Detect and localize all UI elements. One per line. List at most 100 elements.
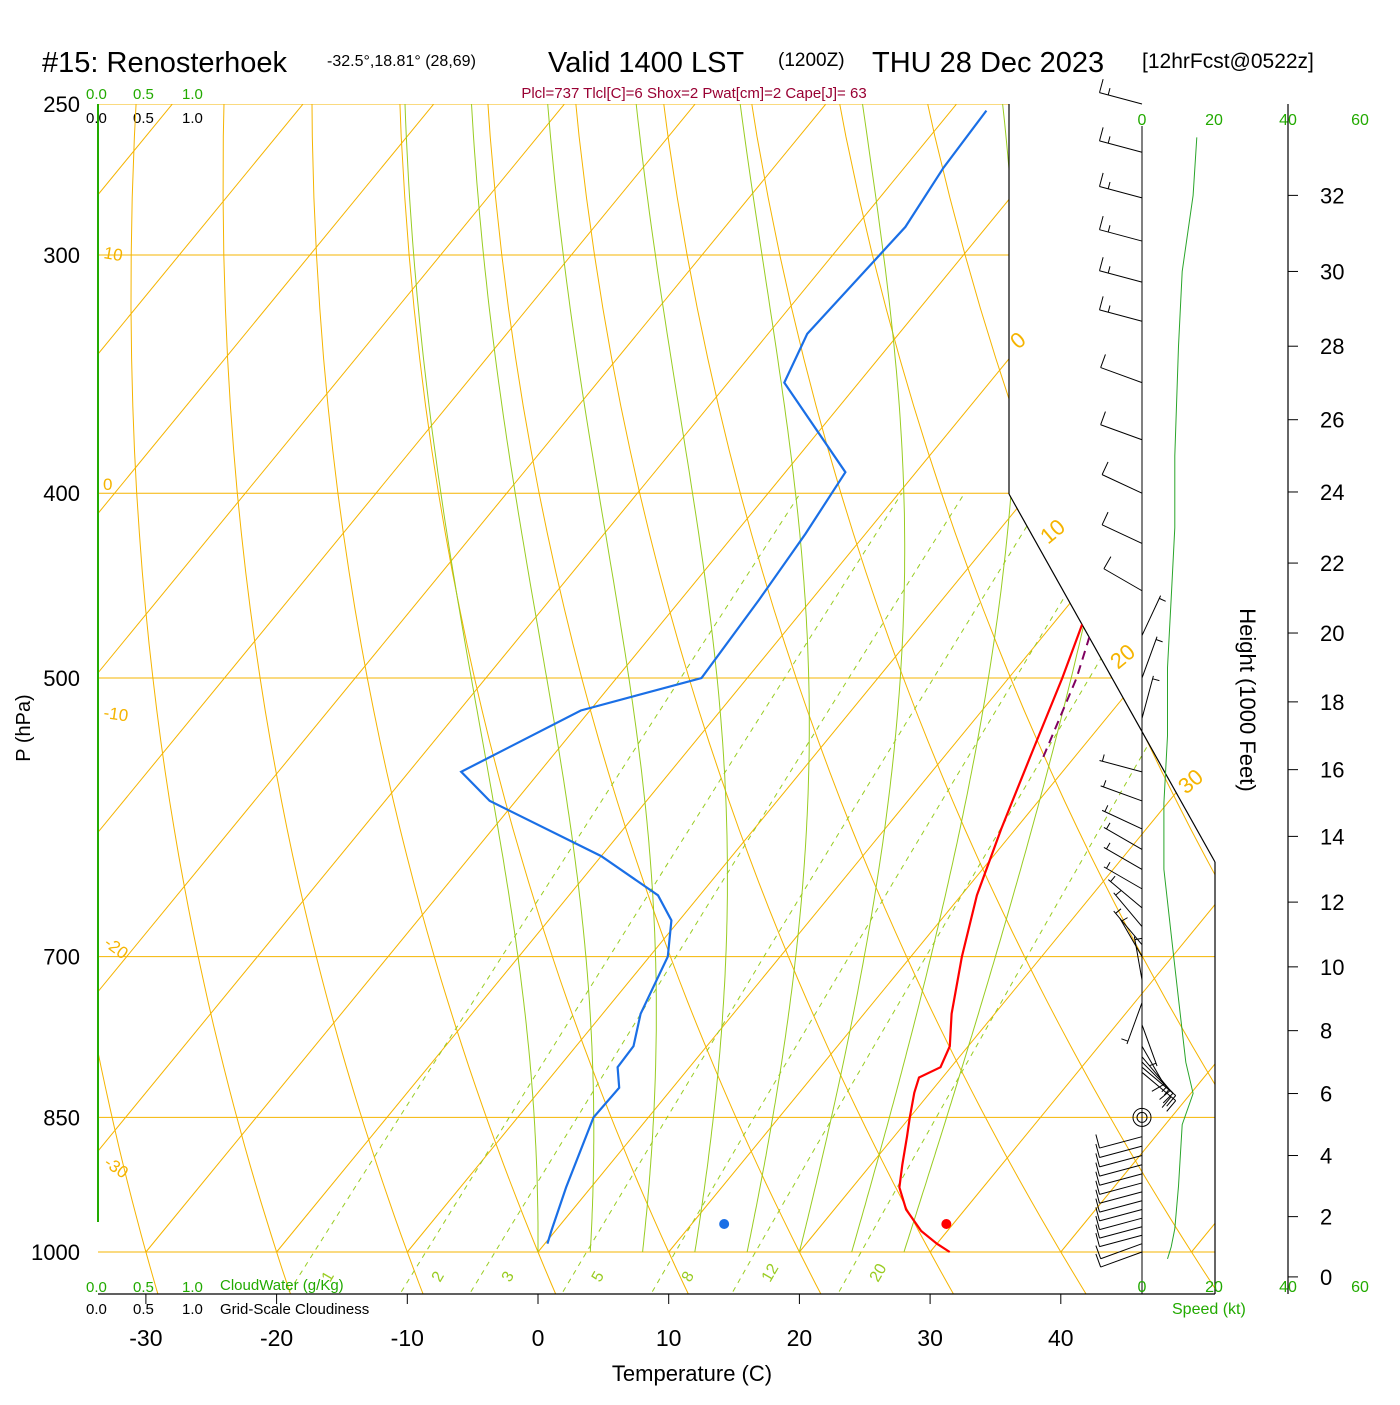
dry-adiabat-120 [1355,70,1400,1300]
isotherm--20 [277,0,1305,1252]
wind-barb-half-feather [1108,88,1110,95]
wind-barb-staff [1099,141,1142,152]
station-coords: -32.5°,18.81° (28,69) [327,53,476,70]
wind-barb-half-feather [1108,225,1110,232]
wind-barb-staff [1099,310,1142,321]
wind-barb-feather [1102,462,1108,475]
cloud-scale-bottom-black-1: 0.5 [133,1301,154,1318]
wind-barb-half-feather [1116,891,1121,895]
wind-barb-staff [1101,425,1142,440]
dry-adiabat-label: -30 [101,1153,132,1183]
mixing-ratio-3 [466,493,965,1300]
wind-barb-staff [1104,867,1142,889]
temperature-tick-label: 30 [917,1325,943,1351]
cloud-scale-bottom-black-2: 1.0 [182,1301,203,1318]
mixing-ratio-label: 3 [499,1269,518,1285]
wind-barb-half-feather [1102,754,1104,761]
cloud-scale-bottom-green-1: 0.5 [133,1279,154,1296]
y-axis-label: P (hPa) [13,694,35,761]
wind-barb-half-feather [1135,938,1142,939]
wind-barb-half-feather [1108,182,1110,189]
wind-barb-feather [1099,296,1103,310]
isotherm-label: 30 [1173,764,1208,799]
mixing-ratio-label: 5 [589,1269,608,1285]
wind-barb-staff [1099,1210,1142,1221]
height-tick-label: 14 [1320,824,1344,849]
wind-barb-feather [1104,557,1111,569]
dewpoint-line [461,111,986,1244]
wind-barb-half-feather [1105,805,1108,811]
cloud-scale-top-black-0: 0.0 [86,110,107,127]
wind-barb-staff [1099,1146,1142,1157]
wind-barb-staff [1102,525,1142,544]
surface-temperature-dot [941,1219,951,1229]
mixing-ratio-label: 20 [867,1261,891,1285]
mixing-ratio-label: 8 [679,1269,698,1285]
wind-barb-staff [1142,637,1157,678]
moist-adiabat-8 [543,35,657,1252]
valid-time: Valid 1400 LST [548,47,744,79]
station-title: #15: Renosterhoek [42,47,288,79]
wind-barb-staff [1099,186,1142,197]
wind-barb-staff [1099,93,1142,104]
speed-tick-top: 0 [1138,112,1147,129]
isotherm-label: 20 [1105,639,1140,674]
wind-barb-staff [1099,1174,1142,1185]
isotherm--80 [0,0,521,1252]
wind-barb-half-feather [1108,305,1110,312]
wind-barb-staff [1120,919,1142,957]
moist-adiabat-28 [904,35,1151,1252]
plot-frame [98,104,1215,1294]
wind-barb-staff [1142,676,1153,719]
dry-adiabat-100 [1181,70,1400,1300]
wind-barb-staff [1101,368,1142,383]
mixing-ratio-label: 2 [429,1269,448,1285]
height-tick-label: 26 [1320,408,1344,433]
wind-barbs [1096,79,1176,1267]
wind-barb-half-feather [1121,1039,1128,1041]
wind-barb-staff [1104,569,1142,591]
wind-barb-feather [1101,412,1106,425]
isotherm--40 [15,0,1043,1252]
speed-tick-bottom: 20 [1205,1279,1223,1296]
wind-barb-feather [1102,512,1108,525]
speed-axis-label: Speed (kt) [1172,1301,1246,1318]
wind-barb-half-feather [1159,598,1165,601]
height-axis-label: Height (1000 Feet) [1235,608,1260,791]
wind-barb-half-feather [1106,823,1110,829]
mixing-ratio-label: 12 [759,1261,783,1285]
wind-barb-staff [1114,911,1142,945]
isotherm--100 [0,0,259,1252]
speed-tick-bottom: 40 [1279,1279,1297,1296]
height-tick-label: 20 [1320,621,1344,646]
height-tick-label: 22 [1320,551,1344,576]
wind-barb-half-feather [1108,136,1110,143]
wind-barb-staff [1099,1165,1142,1176]
wind-barb-staff [1104,827,1142,849]
temperature-tick-label: 40 [1048,1325,1074,1351]
wind-barb-half-feather [1106,843,1110,849]
temperature-tick-label: -10 [391,1325,424,1351]
isotherm-50 [1192,0,1400,1252]
surface-dewpoint-dot [719,1219,729,1229]
height-tick-label: 0 [1320,1265,1332,1290]
pressure-tick-label: 1000 [31,1240,80,1265]
isotherm--90 [0,0,390,1252]
moist-adiabat-20 [799,35,904,1252]
height-tick-label: 30 [1320,259,1344,284]
wind-barb-feather [1099,173,1103,187]
wind-barb-staff [1142,1057,1170,1091]
wind-barb-staff [1099,1201,1142,1212]
wind-barb-staff [1102,475,1142,494]
cloudwater-label: CloudWater (g/Kg) [220,1277,344,1294]
wind-barb-half-feather [1153,679,1160,681]
cloud-scale-bottom-green-0: 0.0 [86,1279,107,1296]
wind-barb-feather [1099,79,1103,93]
isotherm-20 [799,0,1400,1252]
height-tick-label: 6 [1320,1082,1332,1107]
mixing-ratio-1 [284,493,801,1300]
wind-barb-staff [1099,1227,1142,1238]
height-tick-label: 8 [1320,1019,1332,1044]
